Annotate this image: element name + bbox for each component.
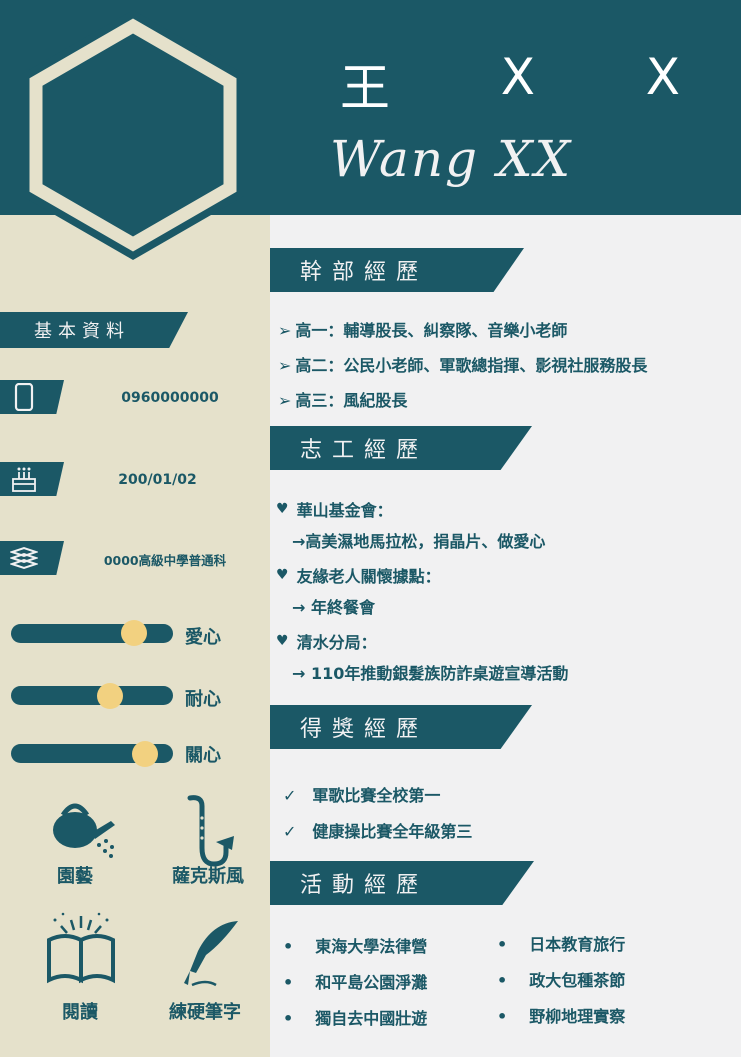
check-icon: ✓ [283, 786, 297, 805]
birth-date: 200/01/02 [118, 472, 197, 488]
award-item-text: 軍歌比賽全校第一 [312, 786, 441, 805]
arrow-bullet-icon: ➢ [278, 356, 292, 375]
bullet-icon: • [497, 935, 508, 954]
volunteer-detail: → 年終餐會 [292, 598, 375, 617]
cadre-title: 幹部經歷 [300, 260, 429, 285]
activity-item-text: 野柳地理實察 [529, 1007, 626, 1026]
saxophone-icon [187, 795, 234, 867]
award-item: ✓ 軍歌比賽全校第一 [283, 778, 472, 814]
bullet-icon: • [283, 973, 294, 992]
check-icon: ✓ [283, 822, 297, 841]
trait-label-love: 愛心 [185, 627, 221, 648]
trait-label-patience: 耐心 [185, 689, 221, 710]
books-icon [10, 546, 38, 570]
volunteer-org: ♥ 清水分局： [276, 626, 568, 656]
watering-can-icon [53, 803, 115, 858]
birthday-tab [0, 462, 64, 496]
name-chinese: 王 X X [340, 48, 680, 118]
volunteer-list: ♥ 華山基金會： →高美濕地馬拉松，捐晶片、做愛心 ♥ 友緣老人關懷據點： → 年終… [276, 494, 568, 692]
hobby-label-reading: 閱讀 [62, 1002, 98, 1023]
volunteer-detail: → 110年推動銀髮族防詐桌遊宣導活動 [292, 664, 569, 683]
activity-item-text: 日本教育旅行 [529, 935, 626, 954]
name-char-1: 王 [340, 59, 390, 117]
cake-icon [12, 467, 36, 492]
arrow-bullet-icon: ➢ [278, 391, 292, 410]
activities-title: 活動經歷 [300, 873, 429, 898]
trait-knob-patience [96, 683, 123, 709]
awards-banner: 得獎經歷 [270, 705, 532, 749]
awards-list: ✓ 軍歌比賽全校第一 ✓ 健康操比賽全年級第三 [283, 778, 472, 850]
arrow-bullet-icon: ➢ [278, 321, 292, 340]
quill-icon [184, 921, 238, 987]
activity-item-text: 獨自去中國壯遊 [315, 1009, 428, 1028]
hobby-label-gardening: 園藝 [57, 866, 93, 887]
school-tab [0, 541, 64, 575]
basic-info-title: 基本資料 [34, 321, 130, 342]
phone-number: 0960000000 [121, 390, 219, 406]
trait-bar-patience [11, 686, 173, 705]
activity-item-text: 政大包種茶節 [529, 971, 626, 990]
cadre-item: ➢ 高三：風紀股長 [278, 383, 647, 418]
trait-knob-care [132, 741, 159, 767]
activity-item: • 政大包種茶節 [497, 963, 625, 999]
photo-frame-hexagon [22, 10, 244, 260]
school-name: 0000高級中學普通科 [103, 553, 227, 568]
name-char-2: X [500, 48, 535, 106]
cadre-item: ➢ 高一：輔導股長、糾察隊、音樂小老師 [278, 313, 647, 348]
basic-info-banner: 基本資料 [0, 312, 188, 348]
heart-icon: ♥ [276, 501, 289, 517]
cadre-item-text: 高二：公民小老師、軍歌總指揮、影視社服務股長 [295, 356, 648, 375]
activity-item: • 獨自去中國壯遊 [283, 1001, 427, 1037]
awards-title: 得獎經歷 [300, 717, 429, 742]
heart-icon: ♥ [276, 633, 289, 649]
phone-tab [0, 380, 64, 414]
trait-bar-love [11, 624, 173, 643]
bullet-icon: • [497, 971, 508, 990]
activities-banner: 活動經歷 [270, 861, 534, 905]
cadre-item-text: 高三：風紀股長 [295, 391, 408, 410]
award-item-text: 健康操比賽全年級第三 [312, 822, 473, 841]
cadre-list: ➢ 高一：輔導股長、糾察隊、音樂小老師 ➢ 高二：公民小老師、軍歌總指揮、影視社服務… [278, 313, 647, 418]
activity-item-text: 和平島公園淨灘 [315, 973, 428, 992]
volunteer-detail: →高美濕地馬拉松，捐晶片、做愛心 [292, 532, 546, 551]
cadre-banner: 幹部經歷 [270, 248, 524, 292]
cadre-item-text: 高一：輔導股長、糾察隊、音樂小老師 [295, 321, 568, 340]
activity-item: • 野柳地理實察 [497, 999, 625, 1035]
bullet-icon: • [283, 937, 294, 956]
activities-left-list: • 東海大學法律營 • 和平島公園淨灘 • 獨自去中國壯遊 [283, 929, 427, 1037]
volunteer-title: 志工經歷 [300, 438, 429, 463]
cadre-item: ➢ 高二：公民小老師、軍歌總指揮、影視社服務股長 [278, 348, 647, 383]
activity-item: • 日本教育旅行 [497, 927, 625, 963]
volunteer-org: ♥ 友緣老人關懷據點： [276, 560, 568, 590]
phone-icon [14, 383, 34, 411]
activity-item-text: 東海大學法律營 [315, 937, 428, 956]
trait-knob-love [121, 620, 148, 646]
award-item: ✓ 健康操比賽全年級第三 [283, 814, 472, 850]
trait-label-care: 關心 [185, 745, 221, 766]
hobby-label-calligraphy: 練硬筆字 [169, 1002, 241, 1023]
activities-right-list: • 日本教育旅行 • 政大包種茶節 • 野柳地理實察 [497, 927, 625, 1035]
activity-item: • 東海大學法律營 [283, 929, 427, 965]
volunteer-org: ♥ 華山基金會： [276, 494, 568, 524]
volunteer-banner: 志工經歷 [270, 426, 532, 470]
bullet-icon: • [283, 1009, 294, 1028]
activity-item: • 和平島公園淨灘 [283, 965, 427, 1001]
hobby-label-saxophone: 薩克斯風 [172, 866, 244, 887]
volunteer-org-text: 華山基金會： [296, 501, 393, 520]
book-icon [47, 912, 115, 984]
volunteer-org-text: 友緣老人關懷據點： [296, 567, 441, 586]
volunteer-org-text: 清水分局： [296, 633, 377, 652]
heart-icon: ♥ [276, 567, 289, 583]
name-english: Wang XX [330, 130, 573, 188]
bullet-icon: • [497, 1007, 508, 1026]
name-char-3: X [645, 48, 680, 106]
